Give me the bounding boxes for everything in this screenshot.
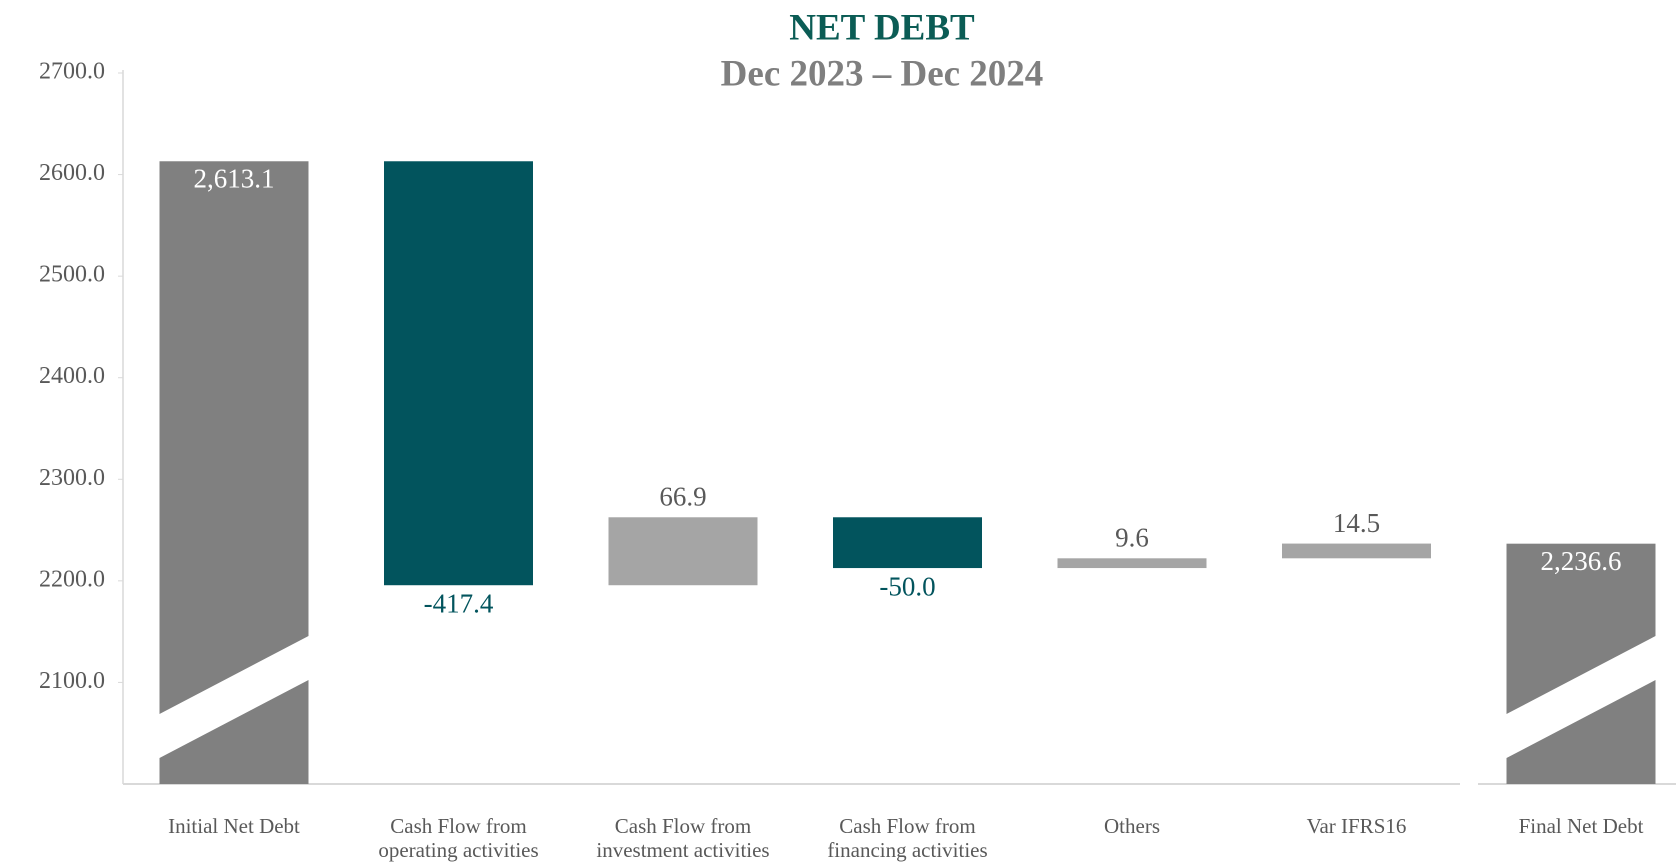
y-tick-label: 2200.0 bbox=[39, 566, 105, 592]
bar bbox=[833, 517, 982, 569]
data-label: -417.4 bbox=[424, 588, 494, 618]
x-tick-label: Others bbox=[1104, 814, 1160, 838]
data-label: 2,236.6 bbox=[1541, 546, 1622, 576]
chart-subtitle: Dec 2023 – Dec 2024 bbox=[721, 53, 1044, 94]
data-label: 14.5 bbox=[1333, 508, 1380, 538]
x-tick-label: Var IFRS16 bbox=[1307, 814, 1407, 838]
bar bbox=[384, 161, 533, 586]
y-tick-label: 2600.0 bbox=[39, 160, 105, 186]
chart-title: NET DEBT bbox=[789, 7, 975, 48]
y-tick-label: 2100.0 bbox=[39, 668, 105, 694]
x-tick-label: Initial Net Debt bbox=[168, 814, 300, 838]
data-label: 9.6 bbox=[1115, 523, 1149, 553]
x-tick-label: Cash Flow from financing activities bbox=[827, 814, 987, 862]
x-tick-label: Final Net Debt bbox=[1519, 814, 1644, 838]
y-tick-label: 2700.0 bbox=[39, 59, 105, 85]
bar bbox=[1282, 543, 1431, 559]
x-tick-label: Cash Flow from operating activities bbox=[378, 814, 538, 862]
data-label: 2,613.1 bbox=[194, 163, 275, 193]
bar bbox=[608, 517, 758, 586]
x-tick-label: Cash Flow from investment activities bbox=[596, 814, 769, 862]
data-label: 66.9 bbox=[659, 481, 706, 511]
data-label: -50.0 bbox=[879, 571, 935, 601]
y-tick-label: 2500.0 bbox=[39, 262, 105, 288]
y-tick-label: 2400.0 bbox=[39, 363, 105, 389]
axis-break bbox=[159, 636, 309, 758]
bar bbox=[1057, 558, 1207, 569]
axis-break bbox=[1506, 636, 1656, 758]
y-tick-label: 2300.0 bbox=[39, 465, 105, 491]
